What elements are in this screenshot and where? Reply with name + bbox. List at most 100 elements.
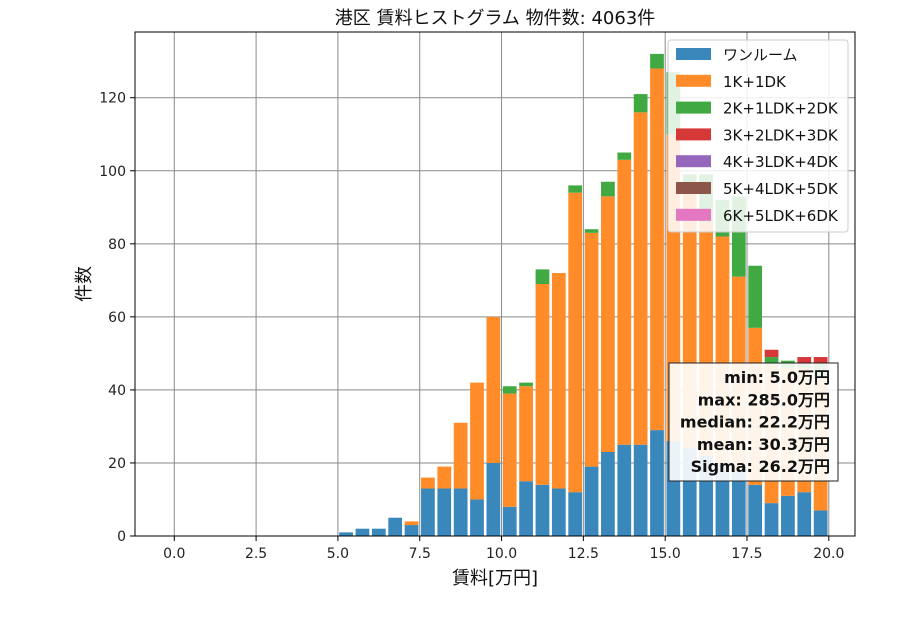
x-tick-label: 2.5 xyxy=(245,546,267,562)
bar-segment xyxy=(404,521,419,526)
bar-segment xyxy=(617,152,632,160)
legend-swatch xyxy=(676,182,711,194)
bar-segment xyxy=(339,532,353,536)
stats-line: max: 285.0万円 xyxy=(698,390,830,409)
bar-segment xyxy=(601,181,615,197)
bar-segment xyxy=(601,452,615,536)
legend-swatch xyxy=(676,208,711,221)
x-tick-label: 7.5 xyxy=(409,546,431,562)
bar-segment xyxy=(470,499,484,536)
legend-label: ワンルーム xyxy=(723,46,798,64)
bar-segment xyxy=(584,466,599,536)
stats-box: min: 5.0万円 max: 285.0万円 median: 22.2万円 mean… xyxy=(668,362,839,482)
bar-segment xyxy=(731,470,746,536)
bar-segment xyxy=(437,488,452,536)
bar-segment xyxy=(764,503,779,536)
bar-segment xyxy=(813,510,828,536)
bar-segment xyxy=(568,192,583,493)
bar-segment xyxy=(535,484,550,536)
x-axis-label: 賃料[万円] xyxy=(452,568,538,589)
legend-label: 6K+5LDK+6DK xyxy=(723,207,839,225)
bar-segment xyxy=(617,444,632,536)
bar-segment xyxy=(502,386,517,394)
legend-label: 5K+4LDK+5DK xyxy=(723,180,839,198)
legend-swatch xyxy=(676,128,711,141)
bar-segment xyxy=(584,232,599,467)
chart-title: 港区 賃料ヒストグラム 物件数: 4063件 xyxy=(335,8,656,29)
bar-segment xyxy=(797,357,812,365)
bar-segment xyxy=(568,185,583,193)
x-tick-label: 15.0 xyxy=(650,546,681,562)
bar-segment xyxy=(748,265,763,328)
bar-segment xyxy=(502,506,517,536)
y-tick-label: 60 xyxy=(108,310,126,326)
y-tick-label: 40 xyxy=(108,383,126,399)
legend-label: 2K+1LDK+2DK xyxy=(723,100,839,118)
legend-swatch xyxy=(676,74,711,87)
bar-segment xyxy=(633,112,648,445)
bar-segment xyxy=(601,196,615,452)
bar-segment xyxy=(781,495,795,536)
legend-label: 1K+1DK xyxy=(723,73,787,91)
bar-segment xyxy=(388,517,403,536)
bar-segment xyxy=(617,159,632,445)
x-tick-label: 17.5 xyxy=(731,546,762,562)
bar-segment xyxy=(764,357,779,365)
bar-segment xyxy=(535,284,550,485)
y-tick-label: 20 xyxy=(108,456,126,472)
bar-segment xyxy=(519,481,533,536)
x-tick-label: 12.5 xyxy=(568,546,599,562)
bar-segment xyxy=(650,430,664,536)
bar-segment xyxy=(437,466,452,489)
bar-segment xyxy=(519,386,533,482)
bar-segment xyxy=(502,393,517,507)
bar-segment xyxy=(764,349,779,358)
legend-swatch xyxy=(676,155,711,168)
bar-segment xyxy=(650,53,664,69)
stats-line: Sigma: 26.2万円 xyxy=(691,457,830,476)
bar-segment xyxy=(813,357,828,365)
bar-segment xyxy=(797,492,812,536)
stats-line: mean: 30.3万円 xyxy=(697,435,830,454)
bar-segment xyxy=(568,492,583,536)
legend-label: 3K+2LDK+3DK xyxy=(723,126,839,144)
bar-segment xyxy=(453,422,468,489)
bar-segment xyxy=(551,273,566,489)
legend-box xyxy=(667,39,849,233)
bar-segment xyxy=(535,269,550,284)
stats-box-frame xyxy=(668,362,839,482)
bar-segment xyxy=(650,68,664,431)
bar-segment xyxy=(470,382,484,500)
bar-segment xyxy=(551,488,566,536)
bar-segment xyxy=(519,382,533,387)
legend-swatch xyxy=(676,48,711,60)
y-tick-label: 120 xyxy=(99,91,126,107)
x-tick-label: 0.0 xyxy=(163,546,185,562)
bar-segment xyxy=(486,316,501,463)
bar-segment xyxy=(633,444,648,536)
y-axis-ticks: 0 20 40 60 80 100 120 xyxy=(99,91,135,545)
y-tick-label: 80 xyxy=(108,237,126,253)
bar-segment xyxy=(404,525,419,536)
y-tick-label: 100 xyxy=(99,164,126,180)
x-tick-label: 10.0 xyxy=(486,546,517,562)
legend-label: 4K+3LDK+4DK xyxy=(723,153,839,171)
bar-segment xyxy=(748,484,763,536)
bar-segment xyxy=(421,488,435,536)
bar-segment xyxy=(486,462,501,536)
bar-segment xyxy=(633,94,648,113)
y-axis-label: 件数 xyxy=(74,266,95,302)
bar-segment xyxy=(421,477,435,489)
bar-segment xyxy=(453,488,468,536)
x-tick-label: 20.0 xyxy=(813,546,844,562)
bar-segment xyxy=(371,528,386,536)
stats-line: min: 5.0万円 xyxy=(724,368,830,387)
stats-line: median: 22.2万円 xyxy=(680,413,830,432)
legend: ワンルーム 1K+1DK 2K+1LDK+2DK 3K+2LDK+3DK 4K+3LDK… xyxy=(667,39,849,233)
y-tick-label: 0 xyxy=(117,529,126,545)
bar-segment xyxy=(355,528,370,536)
legend-swatch xyxy=(676,101,711,114)
x-axis-ticks: 0.0 2.5 5.0 7.5 10.0 12.5 15.0 17.5 20.0 xyxy=(163,536,844,562)
bar-segment xyxy=(584,229,599,233)
